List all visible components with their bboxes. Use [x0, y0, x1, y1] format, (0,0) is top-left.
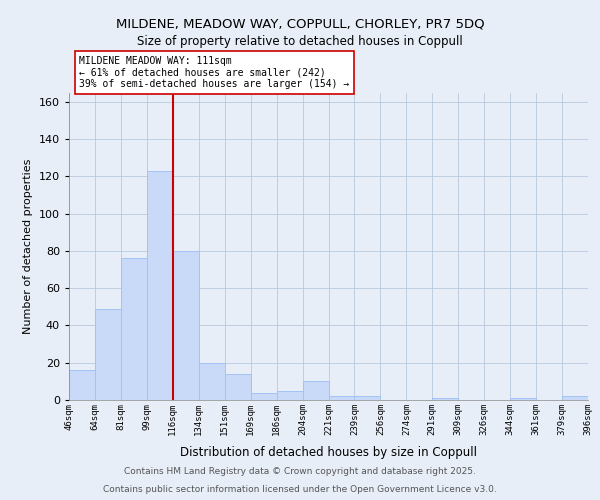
Bar [147, 171, 173, 400]
X-axis label: Distribution of detached houses by size in Coppull: Distribution of detached houses by size … [180, 446, 477, 459]
Bar [69, 370, 95, 400]
Bar [199, 362, 224, 400]
Bar [121, 258, 147, 400]
Bar [329, 396, 355, 400]
Bar [225, 374, 251, 400]
Bar [510, 398, 536, 400]
Y-axis label: Number of detached properties: Number of detached properties [23, 158, 33, 334]
Text: Contains HM Land Registry data © Crown copyright and database right 2025.: Contains HM Land Registry data © Crown c… [124, 467, 476, 476]
Text: MILDENE MEADOW WAY: 111sqm
← 61% of detached houses are smaller (242)
39% of sem: MILDENE MEADOW WAY: 111sqm ← 61% of deta… [79, 56, 350, 90]
Bar [355, 396, 380, 400]
Bar [251, 392, 277, 400]
Text: Size of property relative to detached houses in Coppull: Size of property relative to detached ho… [137, 35, 463, 48]
Bar [173, 251, 199, 400]
Bar [302, 382, 329, 400]
Text: MILDENE, MEADOW WAY, COPPULL, CHORLEY, PR7 5DQ: MILDENE, MEADOW WAY, COPPULL, CHORLEY, P… [116, 18, 484, 30]
Bar [562, 396, 588, 400]
Bar [277, 390, 302, 400]
Bar [433, 398, 458, 400]
Text: Contains public sector information licensed under the Open Government Licence v3: Contains public sector information licen… [103, 485, 497, 494]
Bar [95, 308, 121, 400]
